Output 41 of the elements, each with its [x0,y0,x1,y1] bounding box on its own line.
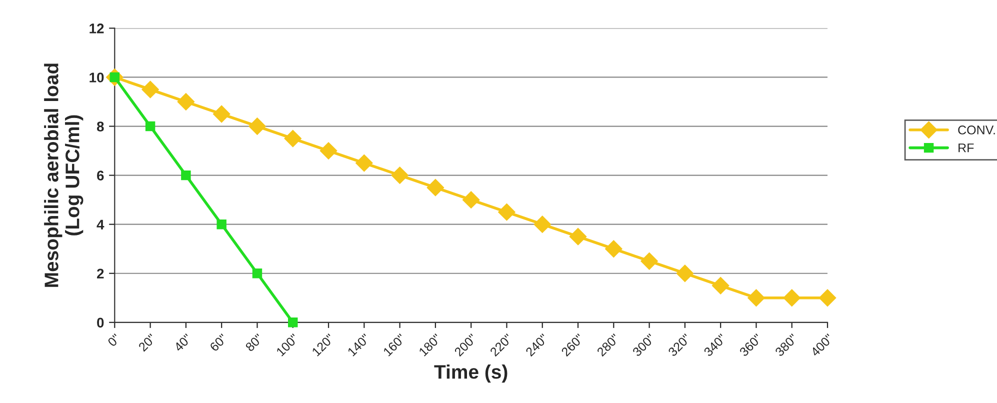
y-tick-label: 4 [96,220,104,230]
point [248,118,266,135]
y-tick-label: 10 [90,72,104,82]
y-axis-title: Mesophilic aerobial load (Log UFC/ml) [44,64,84,287]
point [177,93,194,110]
point [748,289,765,306]
point [391,166,408,184]
legend-label: CONV. [958,126,995,134]
point [783,289,800,306]
point [145,121,156,132]
point [426,179,444,196]
point [605,240,622,258]
y-tick-label: 2 [96,268,104,278]
y-tick-label: 0 [97,318,104,328]
point [320,142,338,160]
point [284,130,302,148]
y-tick-label: 12 [90,24,104,34]
y-tick-label: 8 [96,122,104,132]
point [142,80,159,98]
y-tick-label: 6 [97,170,104,180]
point [498,204,516,221]
x-tick-label: 80" [244,333,264,352]
point [569,228,587,246]
point [216,219,226,230]
point [252,268,262,278]
point [213,105,230,123]
x-tick-label: 20" [138,333,156,352]
x-tick-label: 60" [209,333,228,352]
point [356,154,373,172]
point [288,318,298,328]
point [712,277,730,294]
point [818,289,836,306]
legend-label: RF [958,144,974,152]
point [181,170,191,180]
point [534,216,551,233]
x-tick-label: 0" [107,333,121,348]
point [462,191,480,208]
x-tick-label: 40" [173,333,192,352]
point [640,252,658,270]
x-axis-title: Time (s) [434,364,508,383]
point [676,264,694,282]
